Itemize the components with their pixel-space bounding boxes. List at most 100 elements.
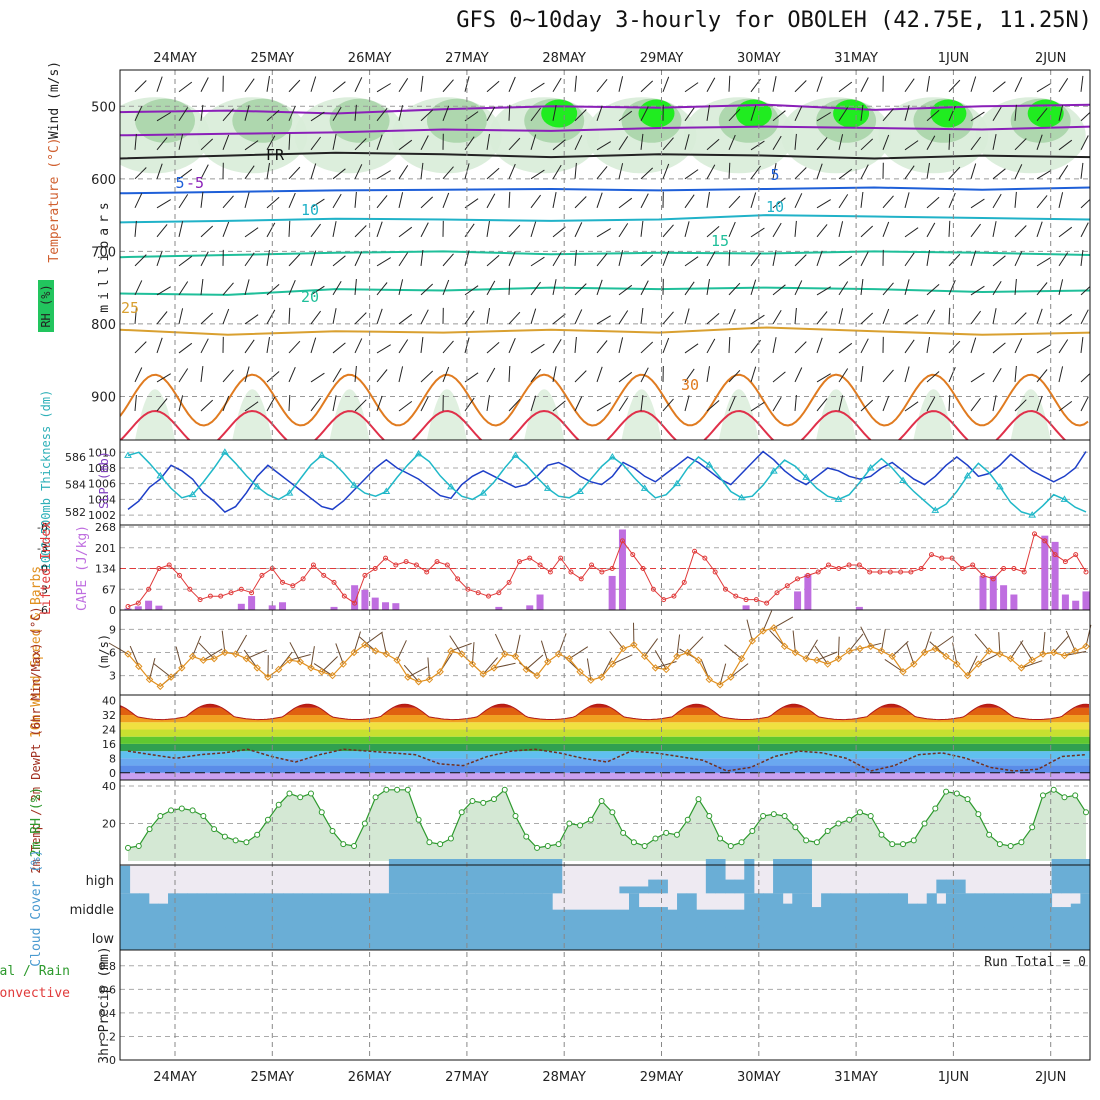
rh2m-point xyxy=(157,813,164,819)
wind-barb xyxy=(530,221,537,238)
cape-bar xyxy=(1010,594,1018,610)
wind-barb xyxy=(156,224,168,238)
li-point xyxy=(846,562,852,568)
wind10-barb xyxy=(335,643,344,665)
wind-barb xyxy=(464,136,475,151)
rh2m-point xyxy=(813,839,820,846)
wind-barb xyxy=(992,221,997,237)
wind-barb xyxy=(860,366,864,383)
rh-area-high xyxy=(638,99,675,128)
wind-barb xyxy=(596,105,603,121)
wind-barb xyxy=(772,110,786,122)
wind10-point xyxy=(328,671,337,680)
wind-barb xyxy=(684,107,695,122)
wind10-point xyxy=(447,647,455,655)
wind10-line xyxy=(127,627,1087,688)
wind-barb xyxy=(486,395,490,412)
slp-line xyxy=(127,451,1087,516)
li-point xyxy=(321,572,327,578)
cloud-high-cell xyxy=(648,879,659,894)
cloud-middle-cell xyxy=(715,920,726,928)
cloud-high-cell xyxy=(1061,859,1072,894)
wind10-point xyxy=(910,660,918,668)
precip-tick: 0.4 xyxy=(99,1007,117,1020)
wind-barb xyxy=(398,78,409,93)
slp-marker xyxy=(640,484,649,491)
wind-barb xyxy=(1014,164,1023,180)
wind-barb xyxy=(706,338,716,354)
cloud-middle-cell xyxy=(321,893,332,928)
wind-barb xyxy=(442,279,450,296)
rh-legend-swatch xyxy=(38,280,54,332)
li-point xyxy=(177,572,183,578)
wind-barb xyxy=(398,165,409,180)
wind-barb xyxy=(288,394,291,412)
wind-barb xyxy=(420,283,434,296)
wind10-barb xyxy=(891,640,909,657)
wind10-point xyxy=(791,648,800,657)
wind10-point xyxy=(565,654,574,663)
wind-barb xyxy=(640,106,649,122)
wind10-point xyxy=(802,654,810,663)
wind-barb xyxy=(618,310,629,325)
li-tick: -3 xyxy=(37,542,48,555)
wind-barb xyxy=(860,138,874,151)
wind-barb xyxy=(1036,134,1043,150)
cape-bar xyxy=(855,606,863,610)
wind-barb xyxy=(200,191,204,208)
temp-title: 2m Temp / 2m DewPt (6hr Min/Max) (°C) xyxy=(29,606,43,873)
rh2m-point xyxy=(211,826,218,833)
wind-barb xyxy=(992,255,1006,267)
wind10-point xyxy=(694,656,703,664)
wind-barb xyxy=(684,169,699,180)
slp-marker xyxy=(673,479,681,487)
wind-barb xyxy=(640,167,654,180)
slp-marker xyxy=(1028,511,1037,518)
wind10-barb xyxy=(540,640,549,662)
li-tick: 0 xyxy=(41,563,48,576)
li-point xyxy=(290,583,296,589)
wind-barb xyxy=(838,168,853,180)
li-point xyxy=(1083,569,1089,575)
cloud-level-label: middle xyxy=(70,903,114,918)
li-point xyxy=(702,555,708,561)
wind-barb xyxy=(706,251,716,267)
wind-barb xyxy=(1014,138,1027,151)
wind-barb xyxy=(486,106,496,122)
wind-barb xyxy=(838,194,849,209)
cape-bar xyxy=(124,608,132,610)
cloud-high-cell xyxy=(629,886,640,894)
wind10-point xyxy=(608,660,617,668)
wind10-point xyxy=(662,665,670,674)
rh2m-point xyxy=(598,798,605,804)
cloud-middle-cell xyxy=(629,893,640,928)
wind-barb xyxy=(222,108,234,122)
wind-barb xyxy=(860,225,874,238)
rh2m-point xyxy=(415,816,422,823)
wind-barb xyxy=(332,81,346,93)
rh2m-point xyxy=(372,794,379,801)
wind-barb xyxy=(860,312,874,325)
wind10-point xyxy=(1039,650,1047,658)
wind-barb xyxy=(992,106,1002,122)
wind10-point xyxy=(920,648,929,657)
isotherm-20 xyxy=(120,286,1090,296)
slp-marker xyxy=(479,489,488,496)
wind10-point xyxy=(684,648,692,657)
rh2m-point xyxy=(727,843,734,849)
wind-barb xyxy=(970,198,985,209)
wind-barb xyxy=(178,81,193,93)
rh-area-high xyxy=(735,99,772,128)
wind-barb xyxy=(926,371,940,383)
wind-barb xyxy=(618,136,629,151)
wind10-barb xyxy=(403,664,420,683)
wind-barb xyxy=(552,226,566,238)
wind-barb xyxy=(948,280,956,296)
wind-barb xyxy=(288,280,296,296)
slp-marker xyxy=(769,467,778,474)
wind-barb xyxy=(1058,339,1069,354)
rh2m-point xyxy=(695,796,702,803)
wind10-barb xyxy=(746,619,753,642)
wind-barb xyxy=(508,311,521,325)
